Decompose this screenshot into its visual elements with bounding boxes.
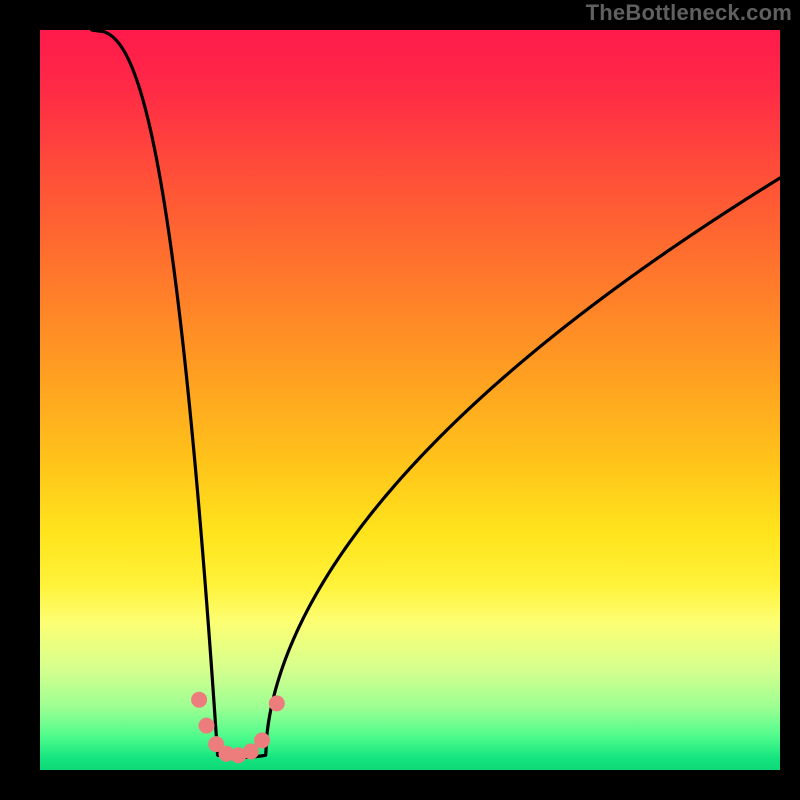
plot-area — [40, 30, 780, 770]
bottleneck-chart — [0, 0, 800, 800]
valley-marker — [199, 718, 215, 734]
watermark-text: TheBottleneck.com — [586, 0, 792, 26]
chart-stage: TheBottleneck.com — [0, 0, 800, 800]
valley-marker — [269, 695, 285, 711]
valley-marker — [191, 692, 207, 708]
valley-marker — [254, 732, 270, 748]
